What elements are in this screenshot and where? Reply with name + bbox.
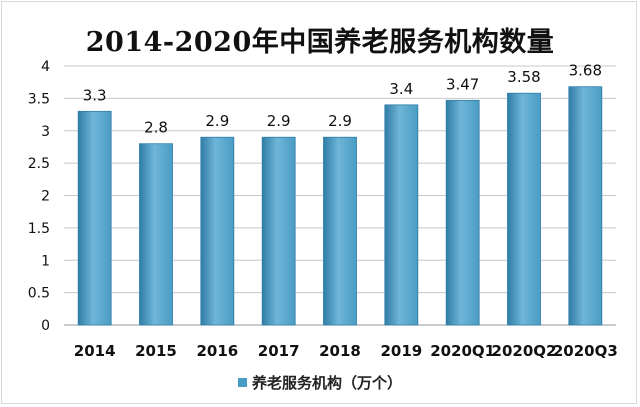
x-tick-label: 2016 — [196, 342, 238, 360]
y-tick-label: 0.5 — [28, 286, 50, 302]
data-label: 2.9 — [205, 112, 229, 130]
x-tick-label: 2018 — [319, 342, 361, 360]
bar — [568, 86, 603, 326]
y-tick-label: 1.5 — [28, 221, 50, 237]
y-tick-label: 3 — [41, 124, 50, 140]
x-tick-label: 2017 — [258, 342, 300, 360]
y-tick-label: 1 — [41, 253, 50, 269]
bars — [77, 86, 603, 326]
y-tick-label: 2.5 — [28, 156, 50, 172]
x-tick-label: 2020Q3 — [553, 342, 618, 360]
bar — [384, 104, 419, 326]
legend: 养老服务机构（万个） — [0, 372, 640, 393]
x-tick-label: 2014 — [74, 342, 116, 360]
y-tick-label: 3.5 — [28, 91, 50, 107]
x-tick-label: 2019 — [380, 342, 422, 360]
bar — [445, 99, 480, 326]
bar — [200, 136, 235, 326]
y-tick-label: 2 — [41, 189, 50, 205]
data-label: 3.58 — [507, 68, 540, 86]
x-tick-label: 2020Q2 — [492, 342, 557, 360]
data-label: 3.47 — [446, 75, 479, 93]
y-tick-label: 4 — [41, 59, 50, 75]
data-label: 3.68 — [569, 62, 602, 80]
legend-label: 养老服务机构（万个） — [251, 374, 402, 392]
bar — [77, 110, 112, 326]
data-label: 2.9 — [328, 112, 352, 130]
y-axis-ticks: 0 0.5 1 1.5 2 2.5 3 3.5 4 — [28, 59, 50, 334]
x-axis-ticks: 2014 2015 2016 2017 2018 2019 2020Q12020Q22020… — [74, 342, 618, 360]
chart-title: 2014-2020年中国养老服务机构数量 — [85, 27, 555, 58]
legend-swatch — [237, 378, 247, 387]
data-labels: 3.3 2.8 2.9 2.9 2.9 3.4 3.47 3.58 3.68 — [83, 62, 602, 137]
data-label: 2.8 — [144, 119, 168, 137]
data-label: 2.9 — [267, 112, 291, 130]
bar — [139, 143, 173, 326]
x-tick-label: 2020Q1 — [430, 342, 495, 360]
x-tick-label: 2015 — [135, 342, 177, 360]
data-label: 3.4 — [389, 80, 413, 98]
data-label: 3.3 — [83, 86, 107, 104]
bar — [323, 136, 357, 326]
y-tick-label: 0 — [41, 318, 50, 334]
bar — [261, 136, 296, 326]
bar — [507, 92, 541, 326]
